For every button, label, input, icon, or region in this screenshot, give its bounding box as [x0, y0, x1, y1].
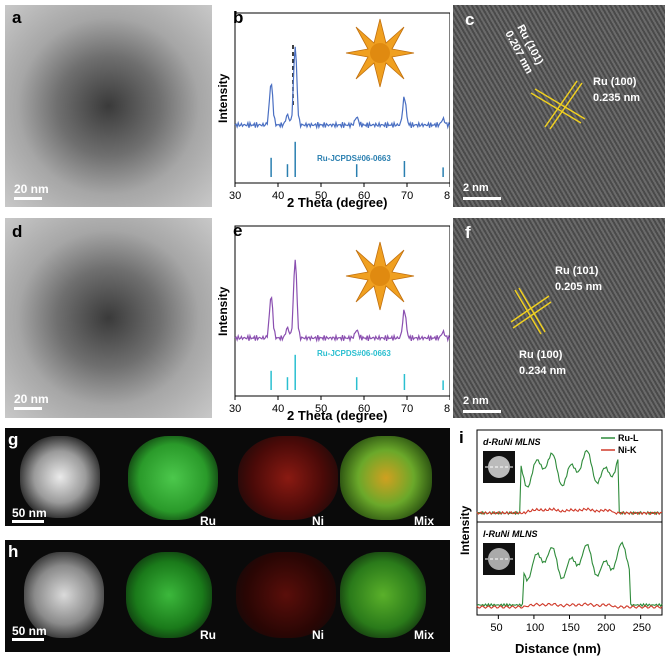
x-tick-label: 40	[272, 403, 284, 415]
title-top-i: d-RuNi MLNS	[483, 437, 541, 447]
panel-label-a: a	[12, 8, 22, 27]
scalebar-h	[12, 638, 44, 641]
xlabel-b: 2 Theta (degree)	[287, 195, 387, 210]
ni-map-g	[238, 436, 338, 520]
panel-label-h: h	[8, 542, 19, 561]
lattice2-d-c: 0.235 nm	[593, 92, 640, 104]
panel-label-c: c	[465, 10, 474, 29]
plot-frame-b	[234, 12, 450, 184]
x-tick-label: 150	[562, 622, 580, 634]
x-tick-label: 60	[358, 190, 370, 202]
x-tick-label: 80	[444, 403, 450, 415]
tem-image-a	[5, 5, 212, 207]
haadf-image-g	[20, 436, 100, 518]
ru-map-h	[126, 552, 212, 638]
x-tick-label: 50	[315, 403, 327, 415]
scale-label-h: 50 nm	[12, 624, 47, 638]
xlabel-i: Distance (nm)	[515, 641, 601, 656]
scale-label-f: 2 nm	[463, 395, 489, 407]
plot-frame-e	[234, 225, 450, 397]
inset-particle-bottom-i	[488, 548, 510, 570]
line-profile-chart-i: i d-RuNi MLNS l-RuNi MLNS Ru-L Ni-K Inte…	[458, 428, 663, 656]
lattice-fringes-f	[510, 287, 552, 335]
scale-label-c: 2 nm	[463, 182, 489, 194]
title-bottom-i: l-RuNi MLNS	[483, 529, 538, 539]
channel-ru-h: Ru	[200, 628, 216, 642]
lattice2-d-f: 0.234 nm	[519, 365, 566, 377]
channel-ni-g: Ni	[312, 514, 324, 528]
x-tick-label: 250	[633, 622, 651, 634]
x-tick-label: 70	[401, 403, 413, 415]
lattice-fringes-c	[530, 80, 586, 130]
ref-label-b: Ru-JCPDS#06-0663	[317, 154, 391, 163]
mix-map-h	[340, 552, 426, 638]
legend-label-ni: Ni-K	[618, 445, 637, 455]
mix-map-g	[340, 436, 432, 520]
panel-label-b: b	[233, 8, 243, 27]
channel-ni-h: Ni	[312, 628, 324, 642]
ni-map-h	[236, 552, 336, 638]
flower-illustration-e	[345, 241, 415, 311]
scalebar-c	[463, 197, 501, 200]
scale-label-a: 20 nm	[14, 182, 49, 196]
ylabel-b: Intensity	[216, 73, 230, 123]
xrd-chart-b: b Intensity 2 Theta (degree) Ru-JCPDS#06…	[216, 8, 450, 210]
ru-map-g	[128, 436, 218, 520]
hrtem-image-f	[453, 218, 665, 418]
haadf-image-h	[24, 552, 104, 638]
ru-profile-bottom	[476, 541, 663, 608]
x-tick-label: 80	[444, 190, 450, 202]
ylabel-e: Intensity	[216, 286, 230, 336]
channel-mix-h: Mix	[414, 628, 435, 642]
channel-mix-g: Mix	[414, 514, 435, 528]
ref-label-e: Ru-JCPDS#06-0663	[317, 349, 391, 358]
panel-label-e: e	[233, 221, 242, 240]
ni-profile-bottom	[476, 602, 663, 609]
x-tick-label: 30	[229, 403, 241, 415]
panel-label-f: f	[465, 223, 471, 242]
panel-label-g: g	[8, 430, 19, 449]
x-tick-label: 100	[526, 622, 544, 634]
x-tick-label: 50	[490, 622, 502, 634]
lattice-overlay-c: c Ru (101) 0.207 nm Ru (100) 0.235 nm 2 …	[463, 10, 640, 200]
x-tick-label: 50	[315, 190, 327, 202]
lattice1-d-f: 0.205 nm	[555, 281, 602, 293]
lattice-overlay-f: f Ru (101) 0.205 nm Ru (100) 0.234 nm 2 …	[463, 223, 602, 413]
scalebar-f	[463, 410, 501, 413]
scale-label-g: 50 nm	[12, 506, 47, 520]
x-tick-label: 40	[272, 190, 284, 202]
scalebar-g	[12, 520, 44, 523]
scalebar-d	[14, 407, 42, 410]
x-tick-label: 200	[597, 622, 615, 634]
lattice2-label-f: Ru (100)	[519, 349, 563, 361]
channel-ru-g: Ru	[200, 514, 216, 528]
xrd-curve	[234, 46, 450, 130]
lattice2-label-c: Ru (100)	[593, 76, 637, 88]
ylabel-i: Intensity	[458, 505, 472, 555]
inset-particle-top-i	[488, 456, 510, 478]
lattice1-label-f: Ru (101)	[555, 265, 599, 277]
x-tick-label: 30	[229, 190, 241, 202]
legend-label-ru: Ru-L	[618, 433, 639, 443]
scalebar-a	[14, 197, 42, 200]
x-tick-label: 70	[401, 190, 413, 202]
xrd-chart-e: e Intensity 2 Theta (degree) Ru-JCPDS#06…	[216, 221, 450, 423]
panel-label-i: i	[459, 428, 464, 447]
panel-label-d: d	[12, 222, 23, 241]
tem-image-d	[5, 218, 212, 418]
ni-profile-top	[476, 507, 662, 516]
xlabel-e: 2 Theta (degree)	[287, 408, 387, 423]
flower-illustration-b	[345, 18, 415, 88]
scale-label-d: 20 nm	[14, 392, 49, 406]
x-tick-label: 60	[358, 403, 370, 415]
xrd-curve	[234, 259, 450, 343]
